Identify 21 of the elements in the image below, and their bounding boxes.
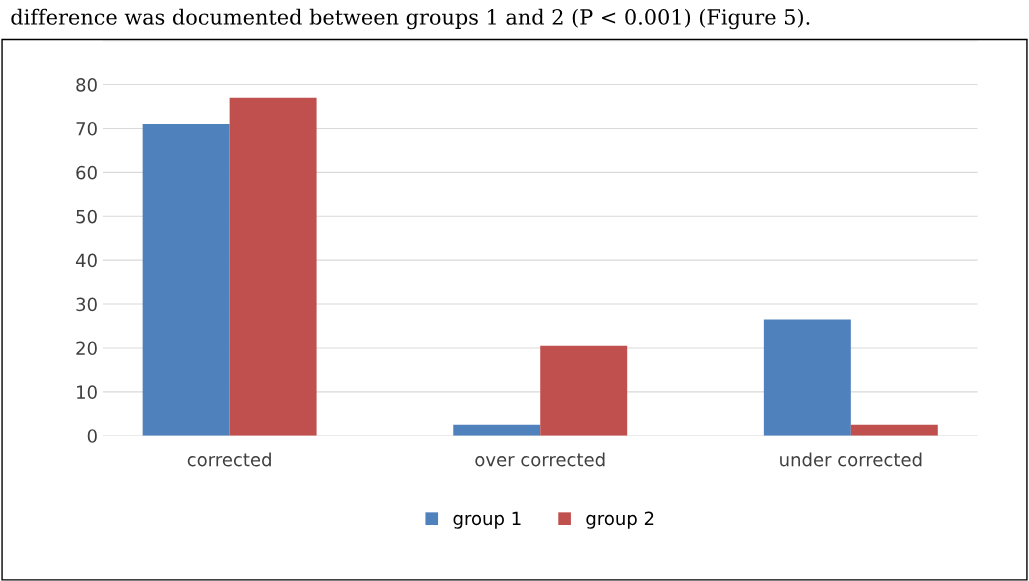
y-tick-label: 40 [75, 253, 97, 268]
bar [540, 345, 628, 436]
y-tick-label: 70 [76, 121, 97, 136]
bar [142, 124, 230, 436]
x-tick-label: over corrected [475, 452, 605, 467]
legend-label: group 2 [586, 511, 654, 529]
x-tick-label: under corrected [780, 452, 922, 467]
bar [763, 319, 851, 436]
y-tick-label: 60 [76, 165, 97, 180]
legend-label: group 1 [453, 511, 521, 529]
y-tick-label: 80 [76, 78, 97, 92]
y-tick-label: 0 [87, 429, 97, 443]
y-tick-label: 50 [76, 209, 97, 224]
y-tick-label: 10 [77, 385, 97, 399]
bar [453, 424, 541, 436]
y-tick-label: 20 [76, 341, 97, 356]
bar [850, 424, 938, 436]
text: difference was documented between groups 1 and 2 (P < 0.001) (Figure 5). [11, 8, 810, 30]
bar [229, 97, 317, 436]
x-tick-label: corrected [187, 452, 271, 467]
y-tick-label: 30 [76, 297, 97, 312]
